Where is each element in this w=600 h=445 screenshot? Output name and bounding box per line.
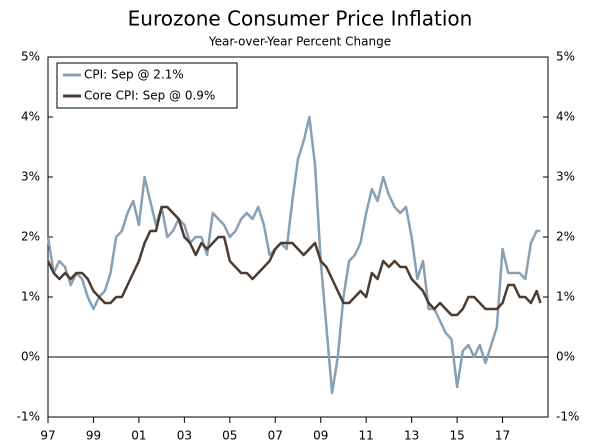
- x-tick-label: 17: [495, 429, 510, 443]
- y2-tick-label: 1%: [556, 290, 575, 304]
- y-tick-label: 4%: [21, 110, 40, 124]
- y-tick-label: 3%: [21, 170, 40, 184]
- x-tick-label: 07: [268, 429, 283, 443]
- y2-tick-label: 5%: [556, 50, 575, 64]
- x-tick-label: 97: [40, 429, 55, 443]
- legend-label: Core CPI: Sep @ 0.9%: [84, 89, 215, 103]
- legend-label: CPI: Sep @ 2.1%: [84, 68, 184, 82]
- y2-tick-label: 0%: [556, 350, 575, 364]
- x-tick-label: 09: [313, 429, 328, 443]
- series-line: [46, 205, 542, 317]
- y-tick-label: -1%: [17, 410, 40, 424]
- x-tick-label: 15: [449, 429, 464, 443]
- legend-box: [56, 62, 238, 109]
- x-tick-label: 05: [222, 429, 237, 443]
- y2-tick-label: 4%: [556, 110, 575, 124]
- plot-frame: [47, 56, 549, 418]
- y2-tick-label: 2%: [556, 230, 575, 244]
- x-tick-label: 99: [86, 429, 101, 443]
- x-tick-label: 01: [131, 429, 146, 443]
- y-tick-label: 5%: [21, 50, 40, 64]
- y-tick-label: 1%: [21, 290, 40, 304]
- x-tick-label: 03: [177, 429, 192, 443]
- y2-tick-label: 3%: [556, 170, 575, 184]
- y-tick-label: 0%: [21, 350, 40, 364]
- y-tick-label: 2%: [21, 230, 40, 244]
- chart-title: Eurozone Consumer Price Inflation: [128, 7, 473, 31]
- series-line: [46, 115, 541, 395]
- x-tick-label: 13: [404, 429, 419, 443]
- x-tick-label: 11: [359, 429, 374, 443]
- y2-tick-label: -1%: [556, 410, 579, 424]
- chart-subtitle: Year-over-Year Percent Change: [208, 35, 391, 49]
